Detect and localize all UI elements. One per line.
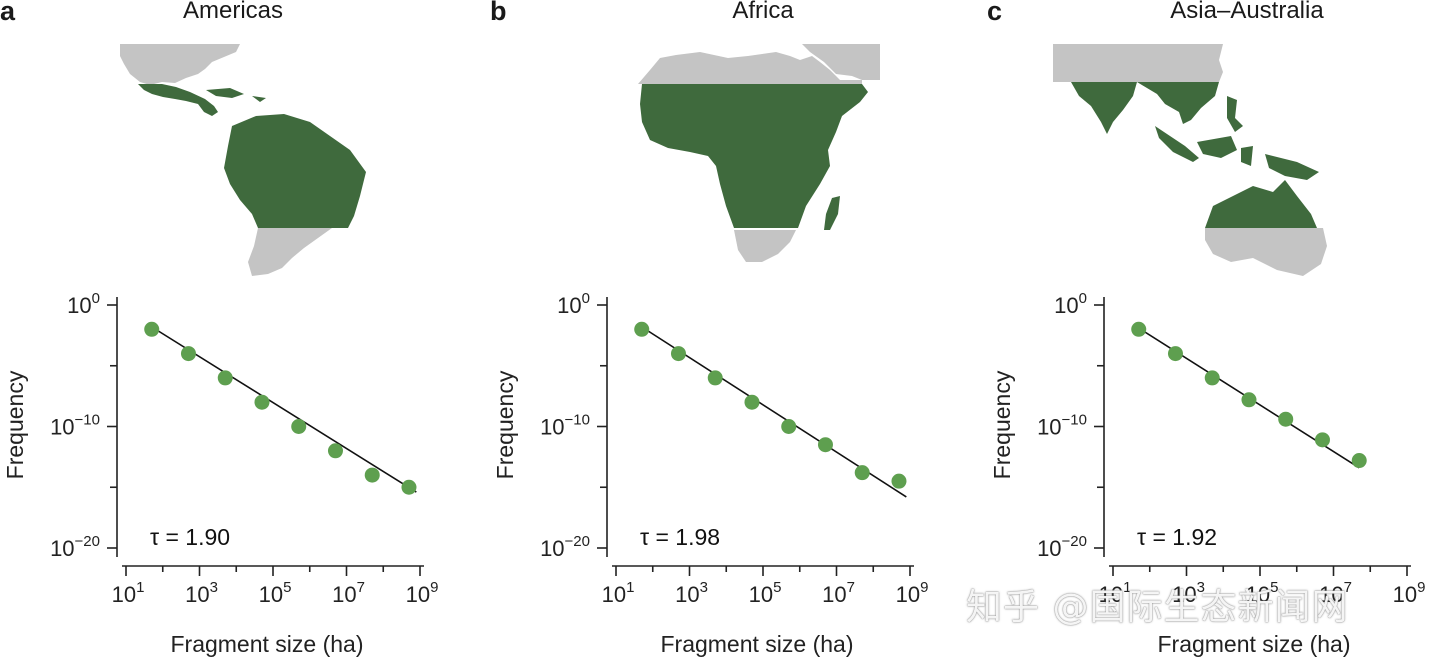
- x-axis-label: Fragment size (ha): [1157, 631, 1350, 657]
- mainland-asia-land: [1053, 44, 1223, 82]
- x-tick-label: 109: [896, 579, 929, 607]
- data-point: [707, 370, 723, 386]
- x-tick-label: 105: [259, 579, 292, 607]
- data-point: [1351, 453, 1367, 469]
- x-tick-label: 101: [602, 579, 635, 607]
- y-tick-label: 10−20: [540, 533, 590, 561]
- x-tick-label: 109: [406, 579, 439, 607]
- panel-africa: b Africa 100 10−10 10−20 101 103 105 107 109 Fr…: [490, 0, 970, 658]
- south-asia-land: [1071, 82, 1137, 134]
- philippines-islands: [1227, 96, 1243, 132]
- data-point: [781, 419, 797, 434]
- north-america-land: [120, 44, 240, 85]
- x-tick-label: 101: [1099, 579, 1132, 607]
- data-point: [364, 467, 380, 483]
- data-point: [1314, 432, 1330, 448]
- data-point: [180, 346, 196, 362]
- asia-australia-map: [1053, 44, 1327, 276]
- southern-africa-land: [734, 230, 796, 262]
- panel-title: Asia–Australia: [1170, 0, 1324, 24]
- data-point: [891, 473, 907, 489]
- data-point: [1204, 370, 1220, 386]
- y-axis-label: Frequency: [2, 370, 28, 479]
- arabia-land: [802, 44, 880, 80]
- data-point: [1167, 346, 1183, 362]
- plot-area: 100 10−10 10−20 101 103 105 107 109: [540, 290, 928, 607]
- y-tick-label: 100: [557, 290, 590, 318]
- tau-label: τ = 1.90: [150, 524, 230, 550]
- data-point: [217, 370, 233, 386]
- y-tick-label: 10−20: [1037, 533, 1087, 561]
- panel-letter: b: [490, 0, 507, 26]
- americas-map: [120, 44, 366, 276]
- southern-cone-land: [248, 228, 332, 276]
- south-australia-land: [1205, 228, 1327, 276]
- data-point: [817, 437, 833, 453]
- panel-americas: a Americas 100 10−10 10−20 101 103 105 107 109 …: [0, 0, 480, 658]
- y-axis-label: Frequency: [492, 370, 518, 479]
- data-point: [744, 394, 760, 410]
- panel-asia-australia: c Asia–Australia 100 10−10 10−20 101 103 105 1…: [987, 0, 1440, 658]
- data-point: [854, 465, 870, 481]
- data-point: [401, 479, 417, 495]
- x-tick-label: 109: [1393, 579, 1426, 607]
- y-axis-label: Frequency: [989, 370, 1015, 479]
- y-tick-label: 10−20: [50, 533, 100, 561]
- x-tick-label: 107: [822, 579, 855, 607]
- x-tick-label: 107: [1319, 579, 1352, 607]
- tau-label: τ = 1.92: [1137, 524, 1217, 550]
- y-tick-label: 100: [67, 290, 100, 318]
- panel-title: Africa: [732, 0, 794, 24]
- data-point: [670, 346, 686, 362]
- y-tick-label: 100: [1054, 290, 1087, 318]
- x-axis-label: Fragment size (ha): [170, 631, 363, 657]
- data-point: [1241, 392, 1257, 408]
- south-america-land: [224, 114, 366, 228]
- y-tick-label: 10−10: [1037, 412, 1087, 440]
- north-africa-land: [638, 52, 862, 84]
- x-tick-label: 103: [1172, 579, 1205, 607]
- plot-area: 100 10−10 10−20 101 103 105 107 109: [1037, 290, 1425, 607]
- madagascar-land: [824, 196, 840, 230]
- africa-figure: 100 10−10 10−20 101 103 105 107 109 Frequency F…: [492, 44, 928, 657]
- americas-figure: 100 10−10 10−20 101 103 105 107 109 Frequency F…: [2, 44, 438, 657]
- americas-plot: 100 10−10 10−20 101 103 105 107 109: [50, 290, 438, 607]
- data-point: [1131, 321, 1147, 337]
- caribbean-islands: [206, 88, 266, 102]
- panel-title: Americas: [182, 0, 284, 24]
- x-tick-label: 107: [332, 579, 365, 607]
- southeast-asia-land: [1137, 82, 1219, 124]
- panel-letter: a: [0, 0, 16, 26]
- tau-label: τ = 1.98: [640, 524, 720, 550]
- central-america-land: [138, 84, 218, 116]
- x-tick-label: 101: [112, 579, 145, 607]
- data-point: [327, 443, 343, 459]
- data-point: [634, 321, 650, 337]
- data-point: [144, 321, 160, 337]
- north-australia-land: [1205, 180, 1317, 228]
- data-point: [1278, 411, 1294, 427]
- x-tick-label: 105: [749, 579, 782, 607]
- asia-australia-plot: 100 10−10 10−20 101 103 105 107 109: [1037, 290, 1425, 607]
- data-point: [291, 419, 307, 434]
- africa-plot: 100 10−10 10−20 101 103 105 107 109: [540, 290, 928, 607]
- plot-area: 100 10−10 10−20 101 103 105 107 109: [50, 290, 438, 607]
- y-tick-label: 10−10: [50, 412, 100, 440]
- data-point: [254, 394, 270, 410]
- x-tick-label: 105: [1246, 579, 1279, 607]
- x-axis-label: Fragment size (ha): [660, 631, 853, 657]
- x-tick-label: 103: [185, 579, 218, 607]
- x-tick-label: 103: [675, 579, 708, 607]
- africa-map: [638, 44, 880, 262]
- asia-australia-figure: 100 10−10 10−20 101 103 105 107 109 Frequency F…: [989, 44, 1425, 657]
- y-tick-label: 10−10: [540, 412, 590, 440]
- watermark-text: 知乎 @国际生态新闻网: [966, 587, 1349, 628]
- indonesia-islands: [1155, 126, 1319, 180]
- central-africa-land: [640, 84, 868, 228]
- panel-letter: c: [987, 0, 1003, 26]
